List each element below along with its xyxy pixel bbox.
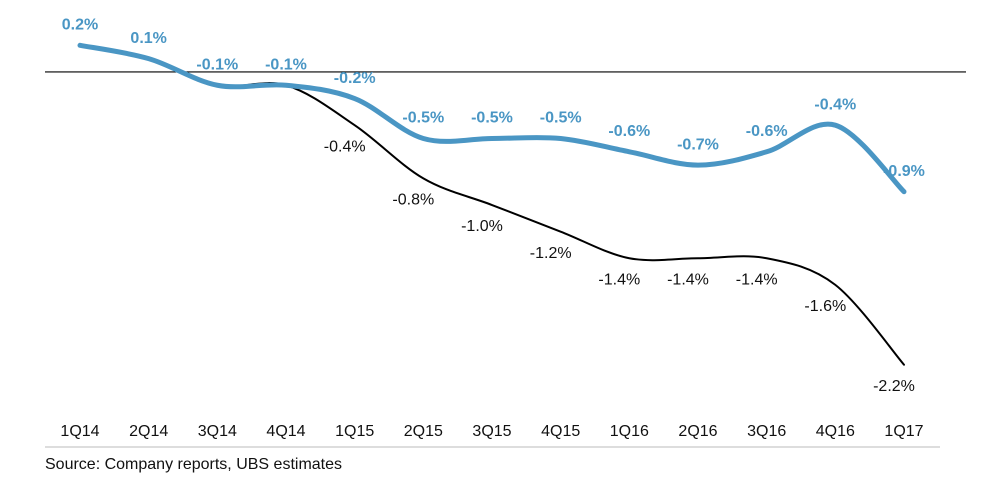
x-tick-label: 3Q14 <box>198 423 237 440</box>
x-tick-label: 3Q15 <box>472 423 511 440</box>
data-label: -0.4% <box>324 138 366 155</box>
x-tick-label: 3Q16 <box>747 423 786 440</box>
data-label: -0.7% <box>677 136 719 153</box>
data-label: -0.9% <box>883 163 925 180</box>
x-tick-label: 2Q16 <box>678 423 717 440</box>
data-label: 0.1% <box>130 30 166 47</box>
x-tick-label: 1Q16 <box>610 423 649 440</box>
data-label: -1.2% <box>530 245 572 262</box>
x-tick-label: 1Q15 <box>335 423 374 440</box>
data-label: -1.6% <box>804 298 846 315</box>
data-label: -0.4% <box>814 96 856 113</box>
data-label: -0.5% <box>540 110 582 127</box>
x-tick-label: 2Q15 <box>404 423 443 440</box>
data-label: -1.0% <box>461 218 503 235</box>
data-label: -0.1% <box>265 56 307 73</box>
data-label: -0.6% <box>608 123 650 140</box>
series-line <box>79 44 905 366</box>
x-tick-label: 1Q14 <box>60 423 99 440</box>
data-label: -0.8% <box>392 192 434 209</box>
data-label: -0.2% <box>334 70 376 87</box>
source: Source: Company reports, UBS estimates <box>45 456 342 473</box>
data-label: -0.6% <box>746 123 788 140</box>
data-label: -0.5% <box>471 110 513 127</box>
x-tick-label: 4Q16 <box>816 423 855 440</box>
data-label: -1.4% <box>667 271 709 288</box>
data-label: -1.4% <box>598 271 640 288</box>
x-tick-label: 4Q14 <box>266 423 305 440</box>
x-tick-label: 4Q15 <box>541 423 580 440</box>
data-label: -0.5% <box>402 110 444 127</box>
x-tick-label: 1Q17 <box>884 423 923 440</box>
data-label: -0.1% <box>196 56 238 73</box>
series-line <box>77 42 907 195</box>
data-label: 0.2% <box>62 17 98 34</box>
data-label: -2.2% <box>873 378 915 395</box>
x-tick-label: 2Q14 <box>129 423 168 440</box>
data-label: -1.4% <box>736 271 778 288</box>
